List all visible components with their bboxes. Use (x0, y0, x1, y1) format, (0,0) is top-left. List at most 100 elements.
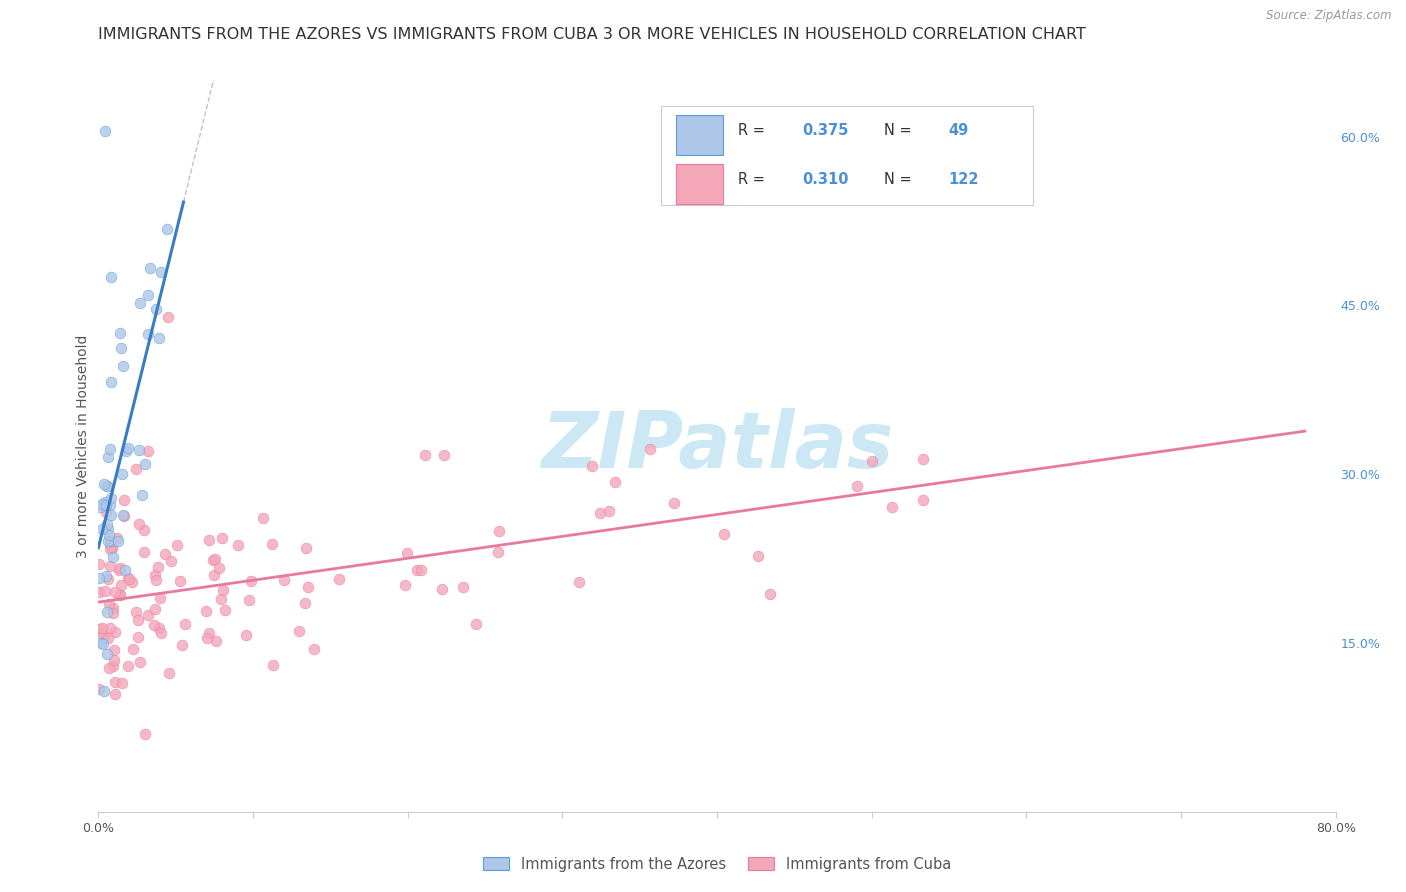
Point (100, 270, 122, 285)
Point (100, 508, 122, 522)
Point (103, 653, 125, 667)
Point (211, 591, 233, 606)
Point (747, 549, 769, 563)
Point (302, 642, 325, 657)
Point (880, 500, 903, 514)
Point (111, 467, 134, 481)
Point (664, 496, 686, 510)
Point (127, 613, 149, 627)
Point (912, 452, 935, 467)
Point (97, 450, 120, 464)
Point (413, 448, 436, 462)
Point (100, 541, 122, 555)
Point (87, 585, 110, 599)
Point (96, 606, 118, 620)
Point (287, 624, 309, 639)
Point (211, 531, 233, 545)
Point (98, 498, 121, 512)
Text: R =: R = (738, 171, 769, 186)
Point (228, 538, 250, 552)
Point (146, 559, 169, 574)
Bar (676, 163, 723, 204)
Point (605, 475, 627, 489)
Point (97, 661, 120, 675)
Point (117, 659, 139, 673)
Point (239, 574, 262, 588)
Point (465, 617, 488, 632)
Point (94, 505, 117, 519)
Point (235, 628, 257, 642)
Point (166, 538, 188, 552)
Point (87, 557, 110, 571)
Point (208, 560, 231, 574)
Point (104, 585, 127, 599)
Point (91, 522, 114, 536)
Point (238, 593, 260, 607)
Point (94, 495, 117, 509)
Text: N =: N = (884, 122, 917, 137)
Point (108, 326, 131, 341)
Point (294, 596, 316, 610)
Point (143, 602, 166, 616)
Point (100, 376, 122, 390)
Point (394, 578, 416, 592)
Point (87, 571, 110, 585)
Point (138, 608, 160, 623)
Point (121, 641, 143, 656)
Point (581, 458, 603, 473)
Point (117, 571, 139, 585)
Point (98, 442, 121, 456)
Point (153, 547, 176, 561)
Point (97, 533, 120, 548)
Point (129, 655, 152, 669)
Point (638, 442, 661, 457)
Point (145, 573, 167, 587)
Point (107, 533, 129, 548)
Point (108, 560, 131, 574)
Point (87, 681, 110, 696)
Point (197, 626, 219, 640)
Point (204, 634, 226, 648)
Point (430, 582, 453, 596)
Point (121, 575, 143, 590)
Point (567, 575, 589, 590)
Point (262, 657, 284, 672)
Bar (676, 115, 723, 155)
Point (860, 453, 883, 467)
Point (128, 443, 150, 458)
Point (128, 516, 150, 531)
Point (713, 527, 735, 541)
Point (912, 493, 935, 508)
Y-axis label: 3 or more Vehicles in Household: 3 or more Vehicles in Household (76, 334, 90, 558)
Point (108, 588, 131, 602)
Point (149, 591, 172, 605)
Point (98, 538, 121, 552)
Point (195, 631, 218, 645)
Point (145, 301, 167, 316)
Point (104, 625, 127, 640)
Point (273, 574, 295, 588)
Point (91, 497, 114, 511)
Point (252, 511, 274, 525)
Point (103, 659, 125, 673)
Point (98, 528, 121, 542)
Point (174, 616, 197, 631)
Point (136, 287, 159, 301)
Point (96, 479, 118, 493)
Text: 0.375: 0.375 (803, 122, 849, 137)
Point (98, 621, 121, 635)
Point (98, 534, 121, 549)
Point (214, 603, 236, 617)
Text: N =: N = (884, 171, 917, 186)
Point (93, 684, 115, 698)
Point (194, 604, 217, 618)
Point (108, 563, 131, 577)
Point (598, 504, 620, 518)
Point (93, 477, 115, 491)
Point (134, 524, 156, 538)
Point (101, 601, 124, 615)
Point (204, 552, 226, 566)
Point (118, 573, 141, 587)
Point (97, 631, 120, 645)
Point (89, 500, 111, 515)
